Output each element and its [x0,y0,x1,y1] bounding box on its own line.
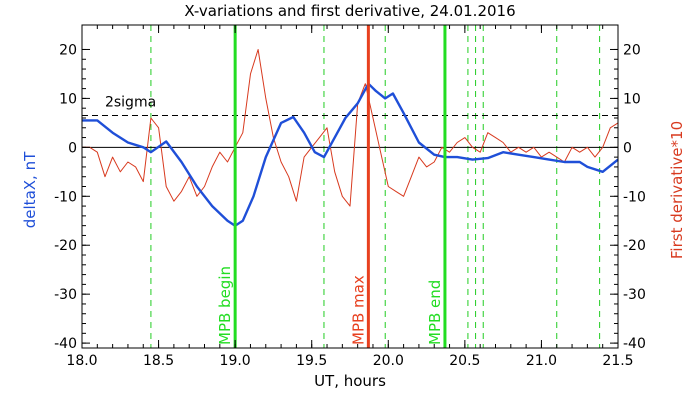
mpb-markers-layer: MPB begin MPB max MPB end [216,25,447,348]
y-axis-label-left: deltaX, nT [21,151,39,228]
dashed-markers-layer [150,25,601,348]
x-tick-label-5: 20.5 [449,353,480,369]
y-tick-label-left-4: -20 [54,238,77,254]
x-tick-label-1: 18.5 [143,353,174,369]
mpb-marker-label-0: MPB begin [216,266,234,345]
series-line-derivative [82,49,619,207]
y-tick-label-left-0: 20 [59,42,77,58]
x-tick-label-7: 21.5 [602,353,633,369]
x-axis-label: UT, hours [314,372,386,390]
y-tick-label-left-3: -10 [54,189,77,205]
x-tick-label-6: 21.0 [526,353,557,369]
y-tick-label-right-1: 10 [623,91,641,107]
y-tick-label-right-6: -40 [623,336,646,352]
x-tick-label-0: 18.0 [66,353,97,369]
x-tick-label-2: 19.0 [220,353,251,369]
y-tick-label-right-3: -10 [623,189,646,205]
y-tick-label-left-6: -40 [54,336,77,352]
series-layer [82,49,619,227]
y-tick-label-right-5: -30 [623,287,646,303]
y-tick-label-right-4: -20 [623,238,646,254]
y-tick-label-left-1: 10 [59,91,77,107]
y-tick-label-left-2: 0 [68,140,77,156]
y-axis-label-right: First derivative*10 [668,121,686,259]
mpb-marker-label-2: MPB end [426,280,444,345]
y-tick-label-right-2: 0 [623,140,632,156]
axes-layer: 18.0 18.5 19.0 19.5 20.0 20.5 21.0 21.5 20 20 10 10… [54,25,646,369]
x-tick-label-4: 20.0 [373,353,404,369]
y-tick-label-left-5: -30 [54,287,77,303]
y-tick-label-right-0: 20 [623,42,641,58]
mpb-marker-label-1: MPB max [349,275,367,345]
series-line-deltaX [82,82,619,227]
x-tick-label-3: 19.5 [296,353,327,369]
chart-title: X-variations and first derivative, 24.01… [184,2,515,20]
sigma-label: 2sigma [105,95,156,111]
